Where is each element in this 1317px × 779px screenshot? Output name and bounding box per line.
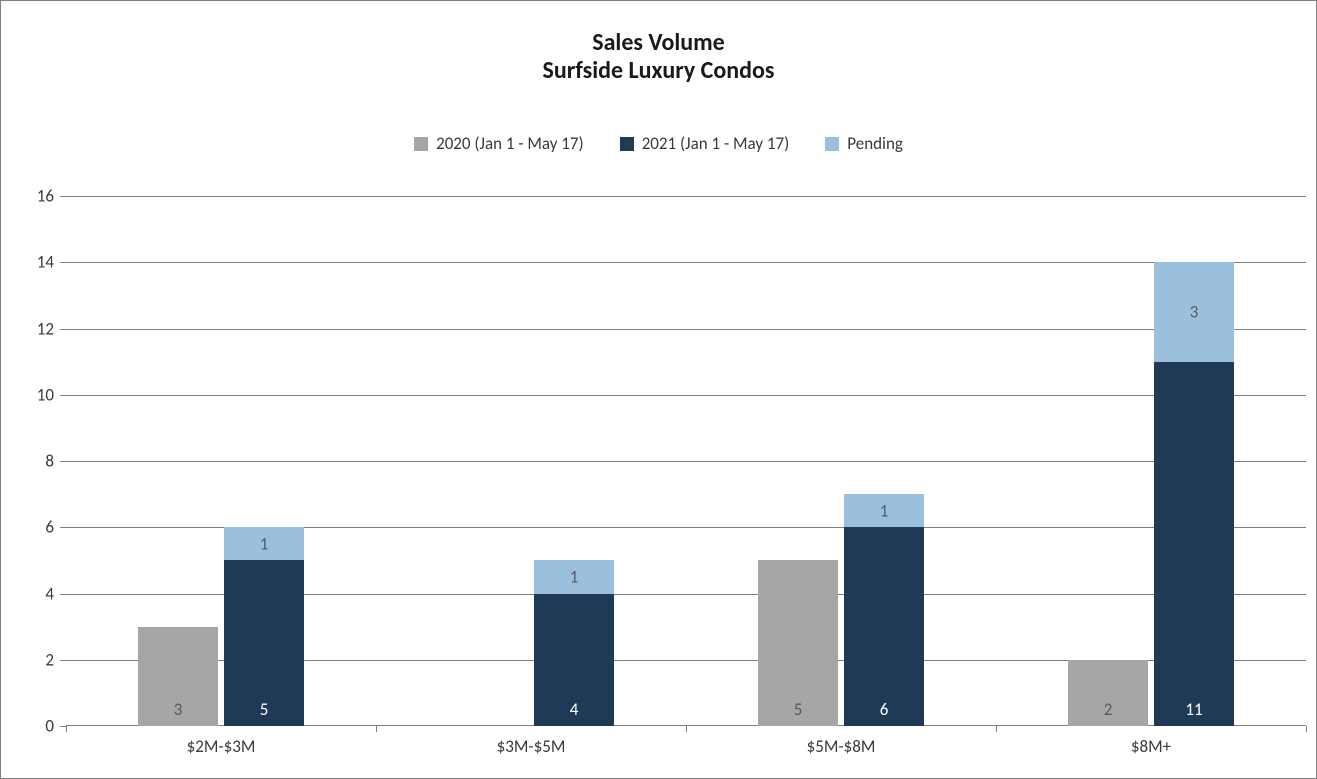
bar-pending: 3 xyxy=(1154,262,1234,361)
bar-label-pending: 1 xyxy=(534,566,614,587)
gridline xyxy=(66,395,1306,396)
y-tick xyxy=(60,262,66,263)
bar-label-pending: 3 xyxy=(1154,301,1234,322)
bar-label-pending: 1 xyxy=(844,500,924,521)
y-tick xyxy=(60,395,66,396)
gridline xyxy=(66,329,1306,330)
bar-2020: 5 xyxy=(758,560,838,726)
bar-label-2021: 4 xyxy=(534,699,614,720)
bar-2021: 6 xyxy=(844,527,924,726)
y-axis-label: 10 xyxy=(1,384,54,405)
legend-label: 2021 (Jan 1 - May 17) xyxy=(642,133,790,154)
y-tick xyxy=(60,196,66,197)
y-axis-label: 16 xyxy=(1,186,54,207)
y-axis-label: 2 xyxy=(1,649,54,670)
legend-item: 2020 (Jan 1 - May 17) xyxy=(414,133,584,154)
bar-pending: 1 xyxy=(844,494,924,527)
bar-pending: 1 xyxy=(534,560,614,593)
gridline xyxy=(66,196,1306,197)
bar-label-2021: 11 xyxy=(1154,699,1234,720)
bar-label-pending: 1 xyxy=(224,533,304,554)
bar-label-2021: 5 xyxy=(224,699,304,720)
y-axis-label: 8 xyxy=(1,451,54,472)
bar-label-2021: 6 xyxy=(844,699,924,720)
y-tick xyxy=(60,461,66,462)
legend-swatch-icon xyxy=(825,137,839,151)
x-axis-label: $3M-$5M xyxy=(497,736,566,757)
bar-pending: 1 xyxy=(224,527,304,560)
x-axis-label: $5M-$8M xyxy=(807,736,876,757)
legend-label: Pending xyxy=(847,133,903,154)
y-axis-label: 4 xyxy=(1,583,54,604)
x-axis-label: $2M-$3M xyxy=(187,736,256,757)
x-tick xyxy=(376,726,377,732)
y-tick xyxy=(60,660,66,661)
bar-label-2020: 2 xyxy=(1068,699,1148,720)
chart-title: Sales Volume Surfside Luxury Condos xyxy=(1,29,1316,84)
legend: 2020 (Jan 1 - May 17) 2021 (Jan 1 - May 1… xyxy=(1,133,1316,156)
legend-item: 2021 (Jan 1 - May 17) xyxy=(620,133,790,154)
x-tick xyxy=(996,726,997,732)
y-tick xyxy=(60,329,66,330)
gridline xyxy=(66,262,1306,263)
chart-title-line2: Surfside Luxury Condos xyxy=(1,57,1316,85)
bar-2021: 11 xyxy=(1154,362,1234,726)
y-tick xyxy=(60,594,66,595)
y-axis-label: 0 xyxy=(1,716,54,737)
plot-area: 351415612113 xyxy=(66,196,1306,726)
y-axis-label: 14 xyxy=(1,252,54,273)
y-axis-label: 12 xyxy=(1,318,54,339)
legend-swatch-icon xyxy=(414,137,428,151)
bar-2021: 5 xyxy=(224,560,304,726)
chart-title-line1: Sales Volume xyxy=(1,29,1316,57)
bar-label-2020: 3 xyxy=(138,699,218,720)
x-axis-label: $8M+ xyxy=(1131,736,1171,757)
bar-label-2020: 5 xyxy=(758,699,838,720)
x-tick xyxy=(686,726,687,732)
legend-label: 2020 (Jan 1 - May 17) xyxy=(436,133,584,154)
legend-swatch-icon xyxy=(620,137,634,151)
bar-2020: 3 xyxy=(138,627,218,726)
y-axis-label: 6 xyxy=(1,517,54,538)
gridline xyxy=(66,461,1306,462)
bar-2020: 2 xyxy=(1068,660,1148,726)
y-tick xyxy=(60,527,66,528)
x-tick xyxy=(66,726,67,732)
legend-item: Pending xyxy=(825,133,903,154)
bar-2021: 4 xyxy=(534,594,614,727)
x-tick xyxy=(1306,726,1307,732)
chart-container: Sales Volume Surfside Luxury Condos 2020… xyxy=(0,0,1317,779)
